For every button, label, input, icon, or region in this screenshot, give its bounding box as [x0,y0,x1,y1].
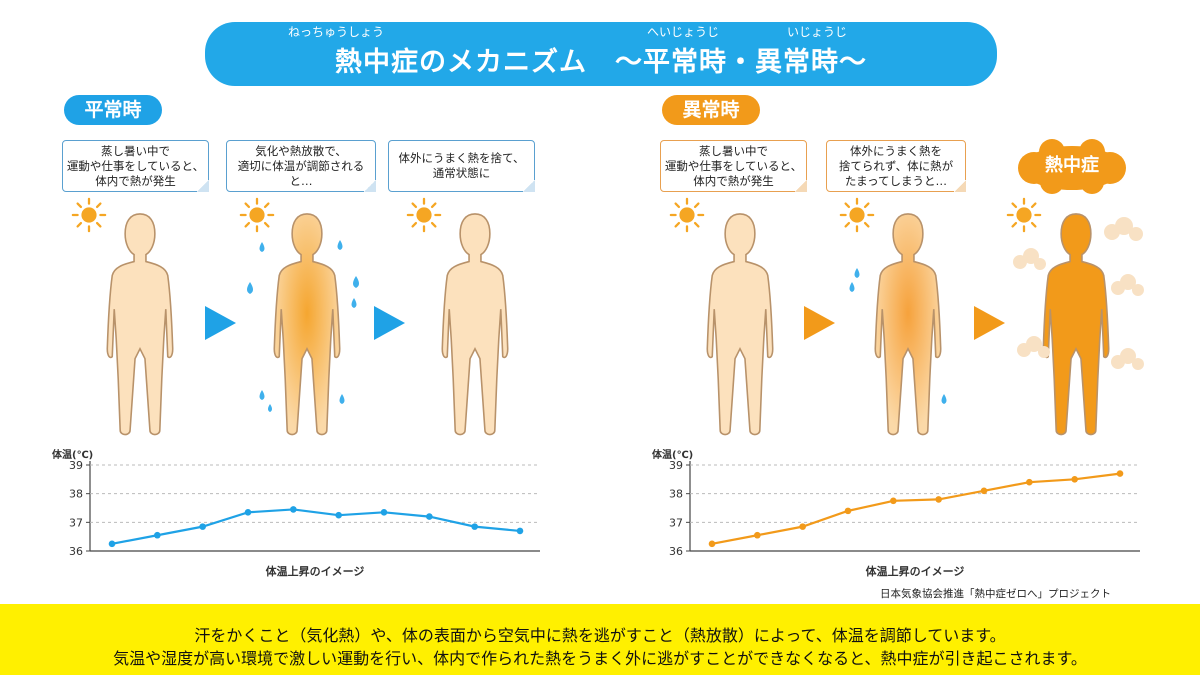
series-line [711,472,1121,545]
normal-bubble-1: 蒸し暑い中で 運動や仕事をしていると、 体内で熱が発生 [62,140,209,192]
data-point [380,509,388,516]
normal-chart-ylabel: 体温(℃) [52,450,94,461]
data-point [844,507,852,515]
data-point [108,540,116,548]
normal-bubble-2: 気化や熱放散で、 適切に体温が調節されると… [226,140,376,192]
title-ruby-abnormal: いじょうじ [787,25,848,39]
data-point [471,523,478,530]
title-ruby-heatstroke: ねっちゅうしょう [288,25,385,39]
heatstroke-cloud-icon [1018,139,1126,194]
data-point [244,509,252,516]
y-tick-label: 38 [669,488,683,501]
data-point [154,531,161,539]
series-line [111,508,521,545]
abnormal-bubble-2: 体外にうまく熱を 捨てられず、体に熱が たまってしまうと… [826,140,966,192]
data-point [1026,478,1033,486]
abnormal-bubble-1: 蒸し暑い中で 運動や仕事をしていると、 体内で熱が発生 [660,140,807,192]
normal-bubble-3: 体外にうまく熱を捨て、 通常状態に [388,140,535,192]
data-point [290,506,297,513]
y-tick-label: 39 [69,459,83,472]
y-tick-label: 37 [69,516,83,529]
footer-banner [0,604,1200,675]
y-tick-label: 36 [69,545,83,558]
data-point [980,487,988,495]
abnormal-chart-xlabel: 体温上昇のイメージ [865,565,965,578]
data-point [754,531,761,539]
heatstroke-label: 熱中症 [1045,155,1099,176]
normal-temperature-chart: 36 37 38 39 [69,459,540,558]
data-point [199,523,206,530]
data-point [1071,476,1078,483]
data-point [890,497,897,505]
title-ruby-normal: へいじょうじ [647,25,720,39]
data-point [935,496,942,503]
data-point [1116,470,1124,477]
data-point [799,523,806,530]
title-banner [205,22,997,86]
abnormal-temperature-chart: 36 37 38 39 [669,459,1140,558]
credit-text: 日本気象協会推進「熱中症ゼロへ」プロジェクト [880,588,1111,600]
y-tick-label: 36 [669,545,683,558]
page-title: 熱中症のメカニズム ～平常時・異常時～ [335,47,867,78]
normal-section-label: 平常時 [64,95,162,125]
abnormal-chart-ylabel: 体温(℃) [652,450,694,461]
data-point [335,511,342,519]
y-tick-label: 38 [69,488,83,501]
y-tick-label: 37 [669,516,683,529]
data-point [516,527,524,535]
figures-illustration [71,197,1144,436]
y-tick-label: 39 [669,459,683,472]
data-point [708,540,716,548]
normal-chart-xlabel: 体温上昇のイメージ [265,565,365,578]
abnormal-section-label: 異常時 [662,95,760,125]
footer-line-1: 汗をかくこと（気化熱）や、体の表面から空気中に熱を逃がすこと（熱放散）によって、… [194,626,1006,645]
data-point [426,513,433,520]
footer-line-2: 気温や湿度が高い環境で激しい運動を行い、体内で作られた熱をうまく外に逃がすことが… [113,649,1087,668]
